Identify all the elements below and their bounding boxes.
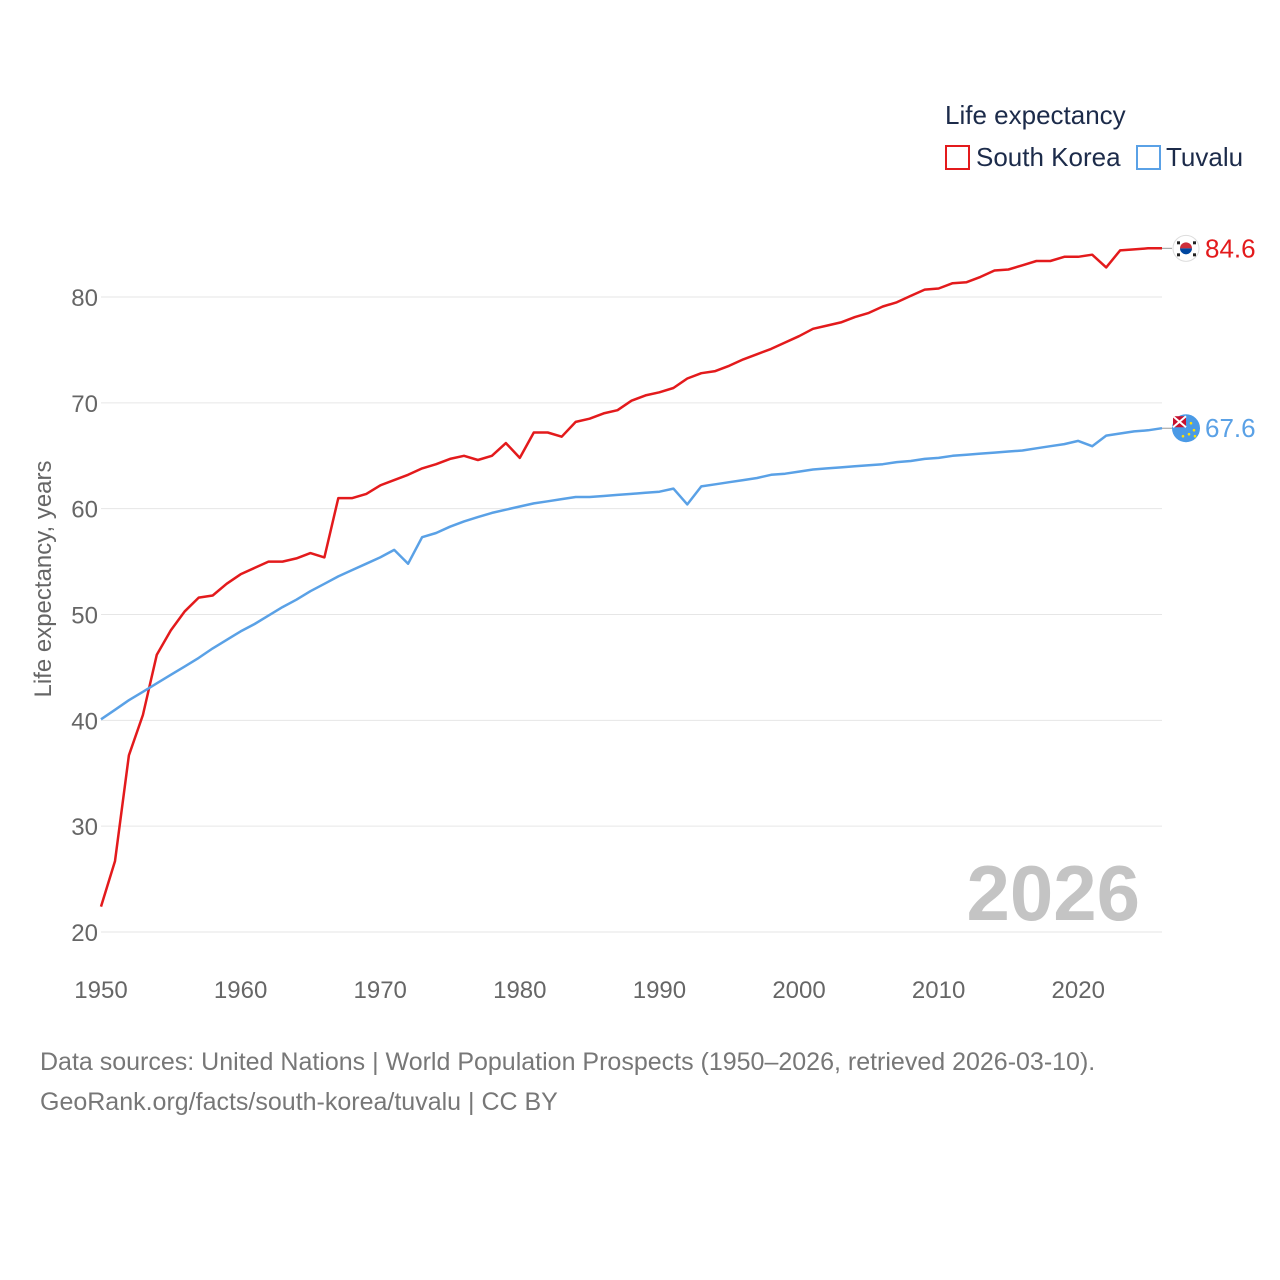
x-axis-ticks: 1950 1960 1970 1980 1990 2000 2010 2020 xyxy=(74,977,1105,1004)
x-tick-label-1950: 1950 xyxy=(74,977,127,1004)
legend-label-tuvalu: Tuvalu xyxy=(1166,142,1243,172)
x-tick-label-2020: 2020 xyxy=(1052,977,1105,1004)
south-korea-flag-icon xyxy=(1172,234,1200,262)
legend-item-tuvalu[interactable]: Tuvalu xyxy=(1136,142,1243,172)
end-value-label-south-korea: 84.6 xyxy=(1205,233,1256,263)
tuvalu-flag-icon xyxy=(1172,414,1200,443)
y-axis-label: Life expectancy, years xyxy=(30,460,57,697)
x-tick-label-1980: 1980 xyxy=(493,977,546,1004)
series-line-tuvalu[interactable] xyxy=(100,426,1163,721)
legend: Life expectancy South Korea Tuvalu xyxy=(945,100,1243,172)
legend-title: Life expectancy xyxy=(945,100,1126,130)
year-watermark: 2026 xyxy=(966,849,1140,937)
series-line-south-korea[interactable] xyxy=(99,247,1162,907)
y-tick-label-60: 60 xyxy=(71,497,98,524)
y-axis-ticks: 20 30 40 50 60 70 80 xyxy=(71,285,98,947)
series-layer xyxy=(99,247,1163,907)
attribution-link[interactable]: GeoRank.org/facts/south-korea/tuvalu | C… xyxy=(40,1088,558,1116)
y-tick-label-20: 20 xyxy=(71,920,98,947)
y-tick-label-70: 70 xyxy=(71,391,98,418)
data-source-note: Data sources: United Nations | World Pop… xyxy=(40,1048,1096,1076)
legend-item-south-korea[interactable]: South Korea xyxy=(945,142,1121,172)
y-tick-label-30: 30 xyxy=(71,814,98,841)
x-tick-label-2010: 2010 xyxy=(912,977,965,1004)
x-tick-label-1960: 1960 xyxy=(214,977,267,1004)
y-tick-label-40: 40 xyxy=(71,708,98,735)
x-tick-label-1990: 1990 xyxy=(633,977,686,1004)
x-tick-label-1970: 1970 xyxy=(354,977,407,1004)
chart: 20 30 40 50 60 70 80 1950 1960 1970 1980 1990 2000 2… xyxy=(30,100,1256,1004)
y-tick-label-80: 80 xyxy=(71,285,98,312)
legend-label-south-korea: South Korea xyxy=(976,142,1121,172)
footer: Data sources: United Nations | World Pop… xyxy=(40,1042,1095,1122)
legend-swatch-south-korea xyxy=(945,145,970,170)
end-value-label-tuvalu: 67.6 xyxy=(1205,413,1256,443)
end-markers: 84.6 67.6 xyxy=(1162,233,1256,443)
x-tick-label-2000: 2000 xyxy=(772,977,825,1004)
y-tick-label-50: 50 xyxy=(71,603,98,630)
gridlines xyxy=(101,296,1162,933)
legend-swatch-tuvalu xyxy=(1136,145,1161,170)
